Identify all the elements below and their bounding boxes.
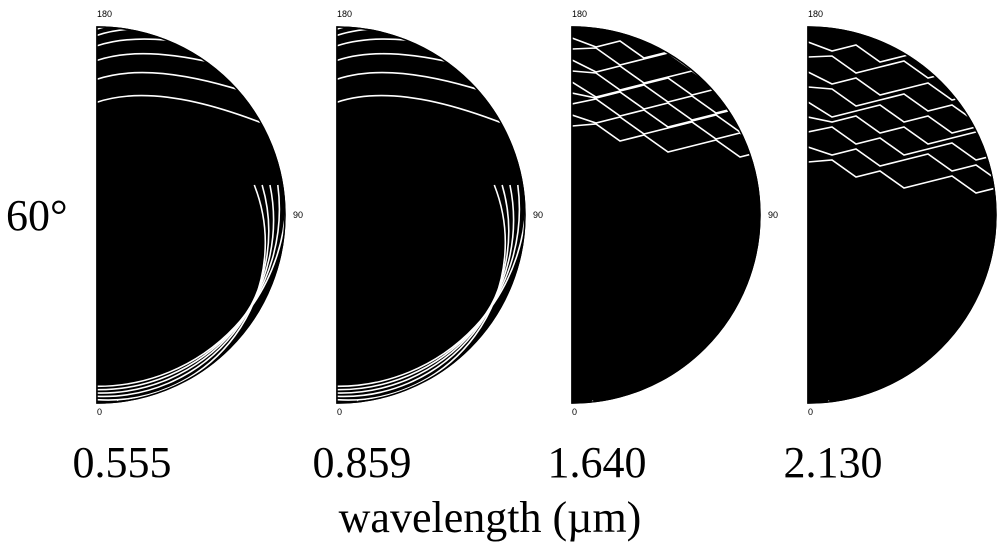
contour-line [337, 184, 510, 398]
contour-line [337, 184, 507, 401]
panel-label: 2.130 [784, 438, 883, 487]
side-tick-label: 90 [533, 210, 543, 220]
contour-line [808, 101, 996, 134]
panel-label: 0.555 [73, 438, 172, 487]
side-tick-label: 90 [293, 210, 303, 220]
contour-line [808, 115, 996, 150]
polar-plot [571, 26, 761, 404]
panel-label: 0.859 [313, 438, 412, 487]
bottom-tick-label: 0 [572, 407, 577, 417]
contour-line [808, 159, 996, 194]
contour-line [572, 114, 760, 151]
bottom-tick-label: 0 [808, 407, 813, 417]
contour-line [808, 126, 996, 161]
top-tick-label: 180 [808, 9, 823, 19]
plot-border [807, 26, 997, 404]
contour-line [572, 123, 760, 158]
top-tick-label: 180 [337, 9, 352, 19]
contour-line [337, 184, 515, 394]
contour-line [572, 98, 760, 133]
x-axis-label: wavelength (µm) [339, 493, 642, 542]
contour-line [97, 184, 267, 401]
contour-line [808, 146, 996, 183]
panel-label: 1.640 [548, 438, 647, 487]
contour-line [337, 184, 521, 391]
contour-line [97, 184, 281, 391]
plot-border [96, 26, 286, 404]
contour-line [97, 184, 275, 394]
plot-border [571, 26, 761, 404]
polar-plot [96, 26, 286, 404]
plot-border [336, 26, 526, 404]
bottom-tick-label: 0 [337, 407, 342, 417]
bottom-tick-label: 0 [97, 407, 102, 417]
row-label: 60° [6, 191, 68, 240]
side-tick-label: 90 [768, 210, 778, 220]
top-tick-label: 180 [97, 9, 112, 19]
polar-plot [336, 26, 526, 404]
top-tick-label: 180 [572, 9, 587, 19]
contour-line [97, 184, 270, 398]
